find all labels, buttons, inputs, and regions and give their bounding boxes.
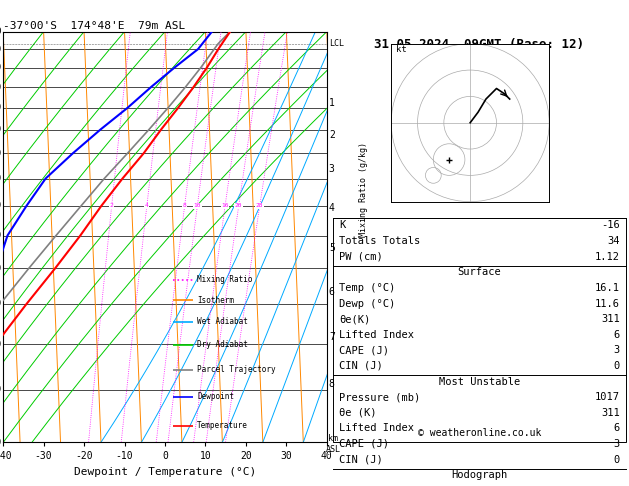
Text: 900: 900 <box>0 63 2 72</box>
Text: Lifted Index: Lifted Index <box>339 330 414 340</box>
Text: Parcel Trajectory: Parcel Trajectory <box>198 365 276 374</box>
Text: 600: 600 <box>0 201 2 210</box>
Text: -16: -16 <box>601 221 620 230</box>
Text: Most Unstable: Most Unstable <box>439 377 520 386</box>
X-axis label: Dewpoint / Temperature (°C): Dewpoint / Temperature (°C) <box>74 467 256 477</box>
Text: 950: 950 <box>0 45 2 53</box>
Text: Temperature: Temperature <box>198 421 248 430</box>
Text: 1000: 1000 <box>0 27 2 36</box>
Text: 16: 16 <box>221 203 229 208</box>
Text: Surface: Surface <box>457 267 501 278</box>
Text: 700: 700 <box>0 149 2 158</box>
Text: 3: 3 <box>614 346 620 355</box>
Text: Totals Totals: Totals Totals <box>339 236 420 246</box>
Text: 16.1: 16.1 <box>595 283 620 293</box>
Text: CAPE (J): CAPE (J) <box>339 439 389 449</box>
Text: 750: 750 <box>0 125 2 134</box>
Text: km
ASL: km ASL <box>325 434 340 454</box>
Text: 3: 3 <box>614 439 620 449</box>
Text: θe (K): θe (K) <box>339 408 376 418</box>
Text: LCL: LCL <box>329 39 344 48</box>
Text: 0: 0 <box>614 454 620 465</box>
Text: 311: 311 <box>601 314 620 324</box>
Text: Mixing Ratio (g/kg): Mixing Ratio (g/kg) <box>359 142 368 237</box>
Text: Dry Adiabat: Dry Adiabat <box>198 341 248 349</box>
Text: 5: 5 <box>329 243 335 253</box>
Text: kt: kt <box>396 45 407 53</box>
Text: -37°00'S  174°48'E  79m ASL: -37°00'S 174°48'E 79m ASL <box>3 21 186 31</box>
Text: CAPE (J): CAPE (J) <box>339 346 389 355</box>
Text: Mixing Ratio: Mixing Ratio <box>198 275 253 284</box>
Text: 8: 8 <box>182 203 186 208</box>
Text: Lifted Index: Lifted Index <box>339 423 414 434</box>
Text: 400: 400 <box>0 340 2 348</box>
Text: 28: 28 <box>256 203 264 208</box>
Text: 800: 800 <box>0 103 2 112</box>
Text: 2: 2 <box>329 130 335 140</box>
Text: 6: 6 <box>614 330 620 340</box>
Text: 1017: 1017 <box>595 392 620 402</box>
Text: CIN (J): CIN (J) <box>339 454 382 465</box>
Text: 550: 550 <box>0 231 2 240</box>
Text: 500: 500 <box>0 263 2 273</box>
Text: K: K <box>339 221 345 230</box>
Text: Isotherm: Isotherm <box>198 295 235 305</box>
Text: 8: 8 <box>329 379 335 389</box>
Text: CIN (J): CIN (J) <box>339 361 382 371</box>
Text: 2: 2 <box>109 203 113 208</box>
Text: 1: 1 <box>329 98 335 108</box>
Text: 1.12: 1.12 <box>595 252 620 261</box>
Text: 3: 3 <box>329 164 335 174</box>
Text: 6: 6 <box>614 423 620 434</box>
Text: 11.6: 11.6 <box>595 298 620 309</box>
Text: θe(K): θe(K) <box>339 314 370 324</box>
Text: 4: 4 <box>145 203 148 208</box>
Text: 6: 6 <box>329 287 335 297</box>
Text: 4: 4 <box>329 203 335 213</box>
Text: 10: 10 <box>194 203 201 208</box>
Text: PW (cm): PW (cm) <box>339 252 382 261</box>
Text: Wet Adiabat: Wet Adiabat <box>198 317 248 327</box>
Text: 650: 650 <box>0 174 2 183</box>
Text: 450: 450 <box>0 299 2 309</box>
Text: 20: 20 <box>235 203 242 208</box>
Text: © weatheronline.co.uk: © weatheronline.co.uk <box>418 428 541 438</box>
Text: 0: 0 <box>614 361 620 371</box>
Text: 311: 311 <box>601 408 620 418</box>
Text: Dewp (°C): Dewp (°C) <box>339 298 395 309</box>
Text: 300: 300 <box>0 438 2 447</box>
Text: 34: 34 <box>608 236 620 246</box>
Text: 31.05.2024  09GMT (Base: 12): 31.05.2024 09GMT (Base: 12) <box>374 38 584 51</box>
Text: Pressure (mb): Pressure (mb) <box>339 392 420 402</box>
Text: 850: 850 <box>0 83 2 91</box>
Text: 7: 7 <box>329 332 335 342</box>
Text: 350: 350 <box>0 385 2 394</box>
Text: Hodograph: Hodograph <box>451 470 508 480</box>
Text: Dewpoint: Dewpoint <box>198 392 235 401</box>
Text: Temp (°C): Temp (°C) <box>339 283 395 293</box>
